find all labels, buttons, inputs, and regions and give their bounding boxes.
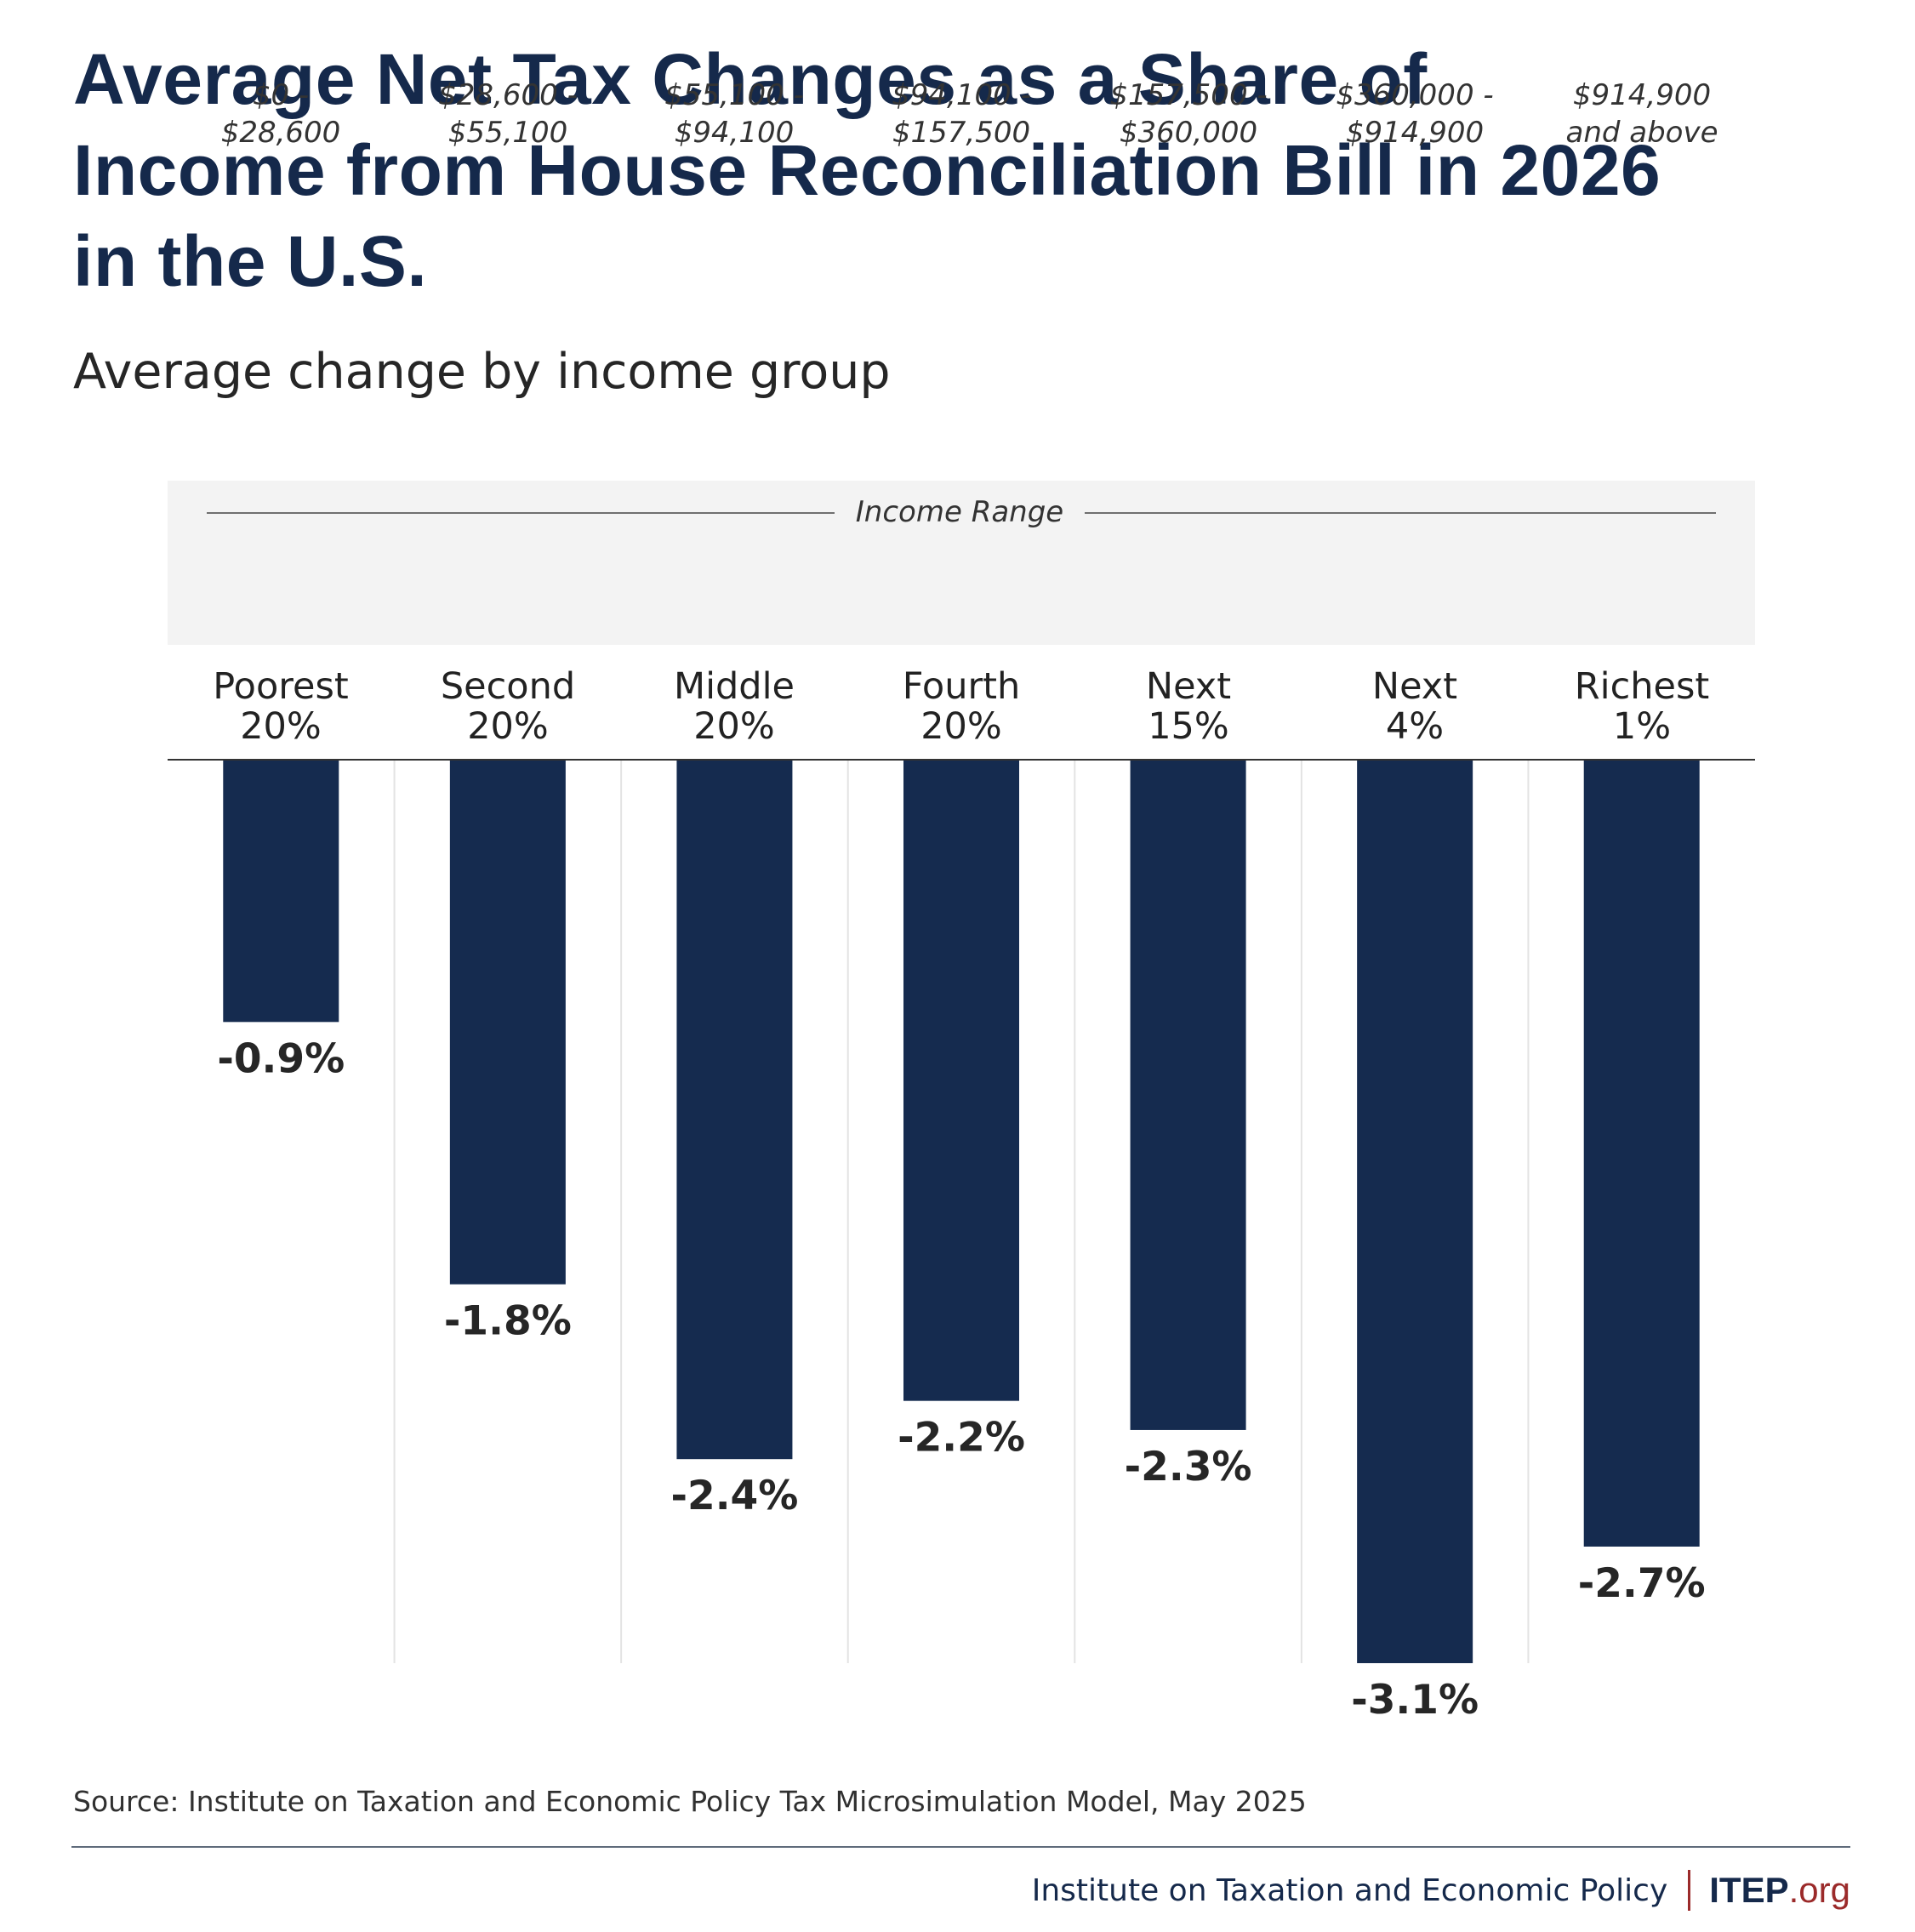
income-range-line: $360,000 - [1336,78,1494,112]
bar-value-label: -2.4% [670,1473,798,1519]
income-range-line: $914,900 [1572,78,1712,112]
itep-logo: ITEP.org [1709,1869,1850,1912]
income-group-share: 15% [1148,705,1229,748]
income-range-line: $360,000 [1119,116,1258,150]
income-range-line: and above [1565,116,1718,150]
footer: Institute on Taxation and Economic Polic… [1032,1860,1850,1921]
income-range-line: $28,600 [220,116,341,150]
bar [223,760,339,1023]
income-range-line: $55,100 - [664,78,804,112]
bar-value-label: -2.3% [1125,1444,1252,1490]
income-group-label: Next 4% [1304,667,1525,747]
income-range-line: $157,500 - [1109,78,1268,112]
bar [1583,760,1700,1547]
bar-value-label: -1.8% [444,1298,572,1345]
income-range-label: $0 - $28,600 [170,77,391,151]
income-group-share: 20% [467,705,549,748]
income-range-label: $55,100 - $94,100 [624,77,845,151]
income-group-name: Fourth [902,665,1021,708]
source-note: Source: Institute on Taxation and Econom… [73,1785,1307,1818]
bar-value-label: -3.1% [1351,1677,1479,1724]
income-range-line: $914,900 [1345,116,1485,150]
footer-divider-line [71,1846,1850,1848]
footer-separator [1688,1870,1691,1911]
bar-value-label: -0.9% [217,1035,345,1082]
income-group-share: 4% [1385,705,1445,748]
income-group-share: 20% [240,705,322,748]
income-group-label: Fourth 20% [851,667,1072,747]
income-range-label: $914,900 and above [1531,77,1753,151]
income-group-label: Second 20% [397,667,618,747]
chart-title: Average Net Tax Changes as a Share of In… [73,39,1661,301]
income-group-name: Middle [673,665,795,708]
income-group-label: Poorest 20% [170,667,391,747]
bar [1357,760,1473,1663]
income-group-name: Second [440,665,576,708]
income-range-line: $94,100 - [892,78,1031,112]
bar [449,760,566,1285]
income-range-line: $157,500 [892,116,1031,150]
income-range-label: $28,600 - $55,100 [397,77,618,151]
itep-logo-main: ITEP [1709,1870,1789,1910]
income-range-line: $0 - [252,78,310,112]
income-range-panel: Income Range [168,481,1755,645]
income-group-share: 20% [693,705,775,748]
bar [1130,760,1246,1430]
income-range-label: $360,000 - $914,900 [1304,77,1525,151]
income-range-line: $55,100 [447,116,568,150]
income-group-name: Next [1371,665,1458,708]
income-group-label: Richest 1% [1531,667,1753,747]
bar-value-label: -2.7% [1578,1560,1706,1607]
chart-subtitle: Average change by income group [73,344,891,400]
itep-logo-suffix: .org [1788,1870,1850,1910]
income-range-rule-left [207,512,835,514]
income-range-line: $28,600 - [438,78,578,112]
bar-value-label: -2.2% [898,1415,1025,1462]
bar [676,760,793,1460]
income-range-heading: Income Range [855,495,1064,529]
income-range-rule-right [1085,512,1716,514]
income-group-name: Richest [1574,665,1710,708]
income-range-line: $94,100 [674,116,795,150]
income-group-name: Next [1145,665,1232,708]
income-group-share: 1% [1612,705,1672,748]
income-range-label: $94,100 - $157,500 [851,77,1072,151]
bar [903,760,1019,1401]
income-group-label: Next 15% [1078,667,1299,747]
income-group-label: Middle 20% [624,667,845,747]
income-group-name: Poorest [213,665,349,708]
income-group-share: 20% [920,705,1002,748]
footer-org-name: Institute on Taxation and Economic Polic… [1031,1872,1668,1908]
income-range-label: $157,500 - $360,000 [1078,77,1299,151]
